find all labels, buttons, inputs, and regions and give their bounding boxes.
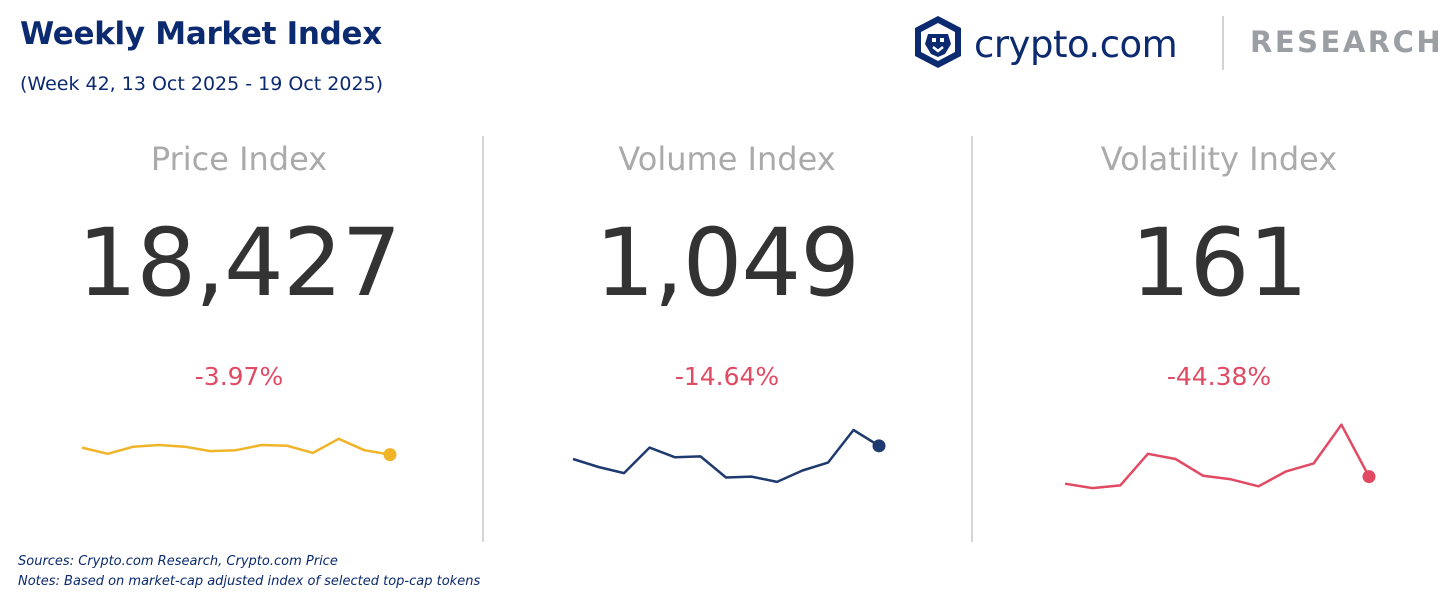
volume-index-label: Volume Index	[618, 140, 836, 178]
sparkline-endpoint	[872, 439, 886, 453]
panel-divider	[482, 136, 484, 542]
page-title: Weekly Market Index	[20, 16, 382, 52]
price-index-change: -3.97%	[194, 362, 284, 391]
sparkline-series	[81, 437, 391, 456]
price-index-label: Price Index	[150, 140, 328, 178]
volatility-index-change: -44.38%	[1166, 362, 1272, 391]
volume-index-change: -14.64%	[674, 362, 780, 391]
sparkline-endpoint	[383, 448, 397, 462]
page-subtitle: (Week 42, 13 Oct 2025 - 19 Oct 2025)	[20, 73, 384, 95]
volume-index-panel: Volume Index 1,049 -14.64%	[482, 130, 972, 540]
crypto-com-lion-shield-icon	[915, 16, 961, 68]
footer-sources: Sources: Crypto.com Research, Crypto.com…	[18, 554, 338, 569]
price-index-sparkline	[81, 437, 397, 462]
brand-separator	[1222, 16, 1224, 70]
volatility-index-sparkline	[1064, 423, 1376, 490]
sparkline-series	[572, 428, 880, 484]
volume-index-sparkline	[572, 428, 886, 484]
panel-divider	[971, 136, 973, 542]
sparkline-series	[1064, 423, 1371, 490]
sparkline-endpoint	[1362, 470, 1376, 484]
footer-notes: Notes: Based on market-cap adjusted inde…	[18, 574, 481, 589]
volume-index-value: 1,049	[594, 209, 860, 318]
volatility-index-value: 161	[1130, 209, 1308, 318]
volatility-index-panel: Volatility Index 161 -44.38%	[974, 130, 1456, 540]
brand-tagline: RESEARCH	[1250, 25, 1444, 59]
brand-name: crypto.com	[974, 23, 1178, 66]
price-index-value: 18,427	[77, 209, 402, 318]
brand-lockup: crypto.com RESEARCH	[912, 12, 1442, 72]
price-index-panel: Price Index 18,427 -3.97%	[0, 130, 484, 540]
volatility-index-label: Volatility Index	[1100, 140, 1338, 178]
